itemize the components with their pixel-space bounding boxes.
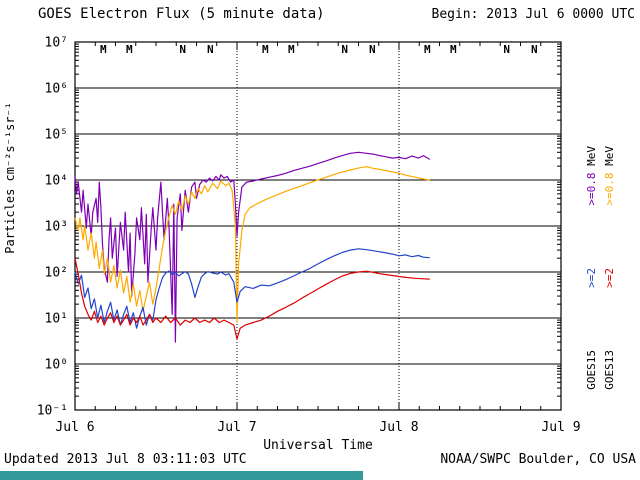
legend-goes13-e2: >=2 [603, 268, 616, 288]
y-tick-label: 10³ [45, 220, 68, 235]
bottom-teal-strip [0, 471, 363, 480]
y-tick-label: 10⁶ [45, 82, 68, 97]
event-marker-M: M [288, 43, 295, 56]
event-marker-M: M [262, 43, 269, 56]
legend-goes15-name: GOES15 [585, 350, 598, 390]
event-marker-M: M [126, 43, 133, 56]
y-tick-label: 10⁷ [45, 36, 68, 51]
x-tick-label: Jul 7 [217, 420, 256, 435]
legend-goes13-e08: >=0.8 MeV [603, 146, 616, 206]
event-marker-N: N [369, 43, 376, 56]
x-tick-label: Jul 6 [55, 420, 94, 435]
y-axis-title: Particles cm⁻²s⁻¹sr⁻¹ [3, 102, 17, 254]
series-goes15-e08 [74, 151, 431, 343]
series-goes13-e2 [74, 258, 430, 340]
series-goes15-e2 [74, 248, 430, 329]
legend-goes13-name: GOES13 [603, 350, 616, 390]
updated-timestamp: Updated 2013 Jul 8 03:11:03 UTC [4, 452, 247, 467]
event-marker-N: N [503, 43, 510, 56]
begin-time-label: Begin: 2013 Jul 6 0000 UTC [431, 7, 636, 22]
legend-goes13-mev-unit: MeV [603, 146, 616, 173]
event-marker-M: M [424, 43, 431, 56]
x-tick-label: Jul 9 [541, 420, 580, 435]
event-marker-N: N [341, 43, 348, 56]
event-marker-M: M [100, 43, 107, 56]
y-tick-label: 10² [45, 266, 68, 281]
legend-goes15-e08-threshold: >=0.8 [585, 172, 598, 206]
plot-border [74, 41, 562, 411]
y-tick-label: 10⁵ [45, 128, 68, 143]
legend-goes15-e08: >=0.8 MeV [585, 146, 598, 206]
legend-goes15-mev-unit: MeV [585, 146, 598, 173]
legend-goes13-e08-threshold: >=0.8 [603, 172, 616, 206]
y-tick-label: 10⁴ [45, 174, 68, 189]
x-tick-label: Jul 8 [379, 420, 418, 435]
y-tick-label: 10¹ [45, 312, 68, 327]
chart-title: GOES Electron Flux (5 minute data) [38, 6, 325, 22]
event-marker-M: M [450, 43, 457, 56]
x-axis-title: Universal Time [263, 438, 373, 453]
credit-label: NOAA/SWPC Boulder, CO USA [440, 452, 636, 467]
legend-goes15-e2: >=2 [585, 268, 598, 288]
event-marker-N: N [207, 43, 214, 56]
event-marker-N: N [531, 43, 538, 56]
y-tick-label: 10⁻¹ [37, 404, 68, 419]
event-marker-N: N [179, 43, 186, 56]
series-goes13-e08 [74, 166, 430, 324]
y-tick-label: 10⁰ [45, 358, 68, 373]
